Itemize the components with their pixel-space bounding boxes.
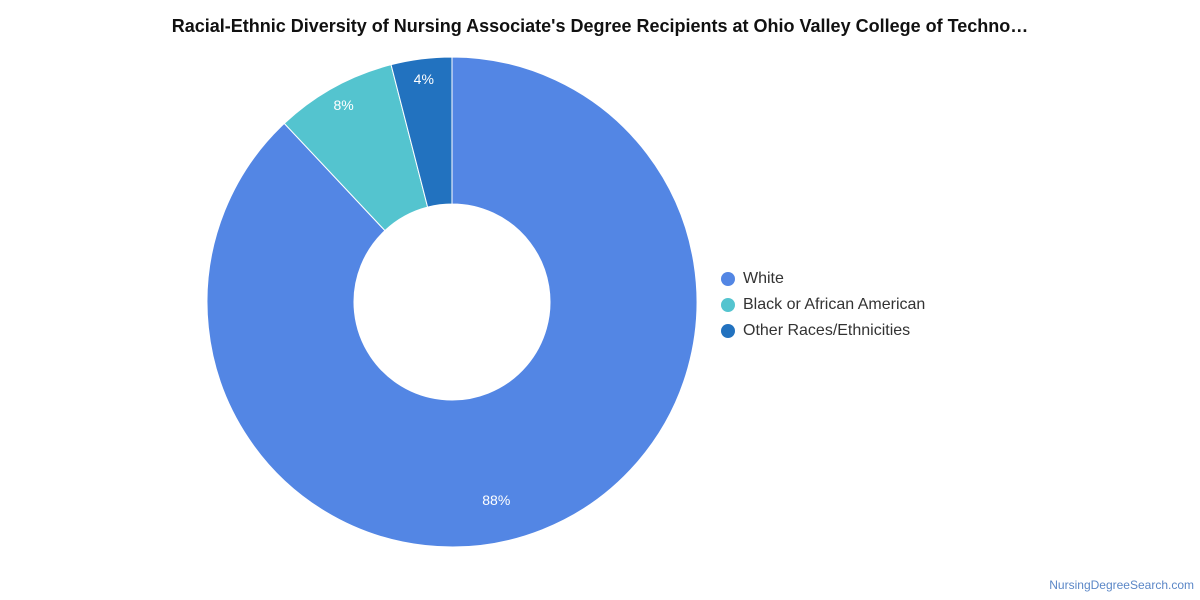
slice-label-white: 88% <box>482 492 510 508</box>
slice-other-races-ethnicities[interactable] <box>390 56 453 208</box>
chart-title: Racial-Ethnic Diversity of Nursing Assoc… <box>171 16 1029 36</box>
legend-label-black-or-african-american: Black or African American <box>743 296 926 313</box>
legend-item-black-or-african-american[interactable]: Black or African American <box>721 292 925 318</box>
legend-item-other-races-ethnicities[interactable]: Other Races/Ethnicities <box>721 318 925 344</box>
legend-swatch-black-or-african-american <box>721 298 735 312</box>
slice-label-black-or-african-american: 8% <box>333 97 353 113</box>
slice-label-other-races-ethnicities: 4% <box>414 71 434 87</box>
source-credit[interactable]: NursingDegreeSearch.com <box>1049 578 1194 592</box>
legend-swatch-other-races-ethnicities <box>721 324 735 338</box>
legend-swatch-white <box>721 272 735 286</box>
legend-item-white[interactable]: White <box>721 266 925 292</box>
legend-label-other-races-ethnicities: Other Races/Ethnicities <box>743 322 911 339</box>
legend-label-white: White <box>743 270 784 287</box>
slice-white[interactable] <box>206 56 698 548</box>
legend: White Black or African American Other Ra… <box>721 266 925 344</box>
